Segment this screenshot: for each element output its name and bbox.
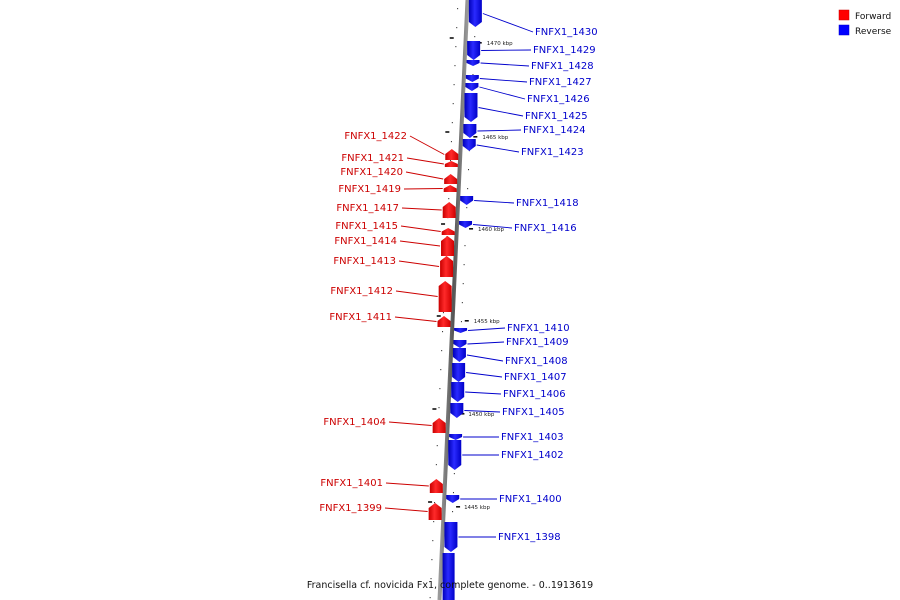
gene-label[interactable]: FNFX1_1413 <box>333 256 396 267</box>
gene-fnfx1-1429[interactable] <box>467 41 481 60</box>
kbp-ticks: 1470 kbp 1465 kbp 1460 kbp 1455 kbp 1450 kbp… <box>428 37 513 511</box>
gene-fnfx1-1420[interactable] <box>444 174 458 184</box>
legend-reverse-label: Reverse <box>855 27 892 37</box>
gene-fnfx1-1418[interactable] <box>460 196 474 205</box>
gene-features <box>428 0 482 600</box>
gene-fnfx1-1406[interactable] <box>451 382 465 402</box>
genome-axis <box>437 0 470 600</box>
legend-forward-label: Forward <box>855 12 891 22</box>
legend-forward-swatch <box>838 9 850 21</box>
gene-label[interactable]: FNFX1_1402 <box>501 450 564 461</box>
gene-label[interactable]: FNFX1_1429 <box>533 45 596 56</box>
gene-fnfx1-1425[interactable] <box>464 93 478 122</box>
gene-fnfx1-1413[interactable] <box>440 256 454 277</box>
major-tick-left <box>428 501 433 503</box>
major-tick-left <box>436 315 441 317</box>
major-tick-left <box>449 37 454 39</box>
gene-fnfx1-1409[interactable] <box>453 340 467 348</box>
legend-reverse-swatch <box>838 24 850 36</box>
major-tick-left <box>445 131 450 133</box>
gene-label[interactable]: FNFX1_1398 <box>498 532 561 543</box>
gene-fnfx1-1426[interactable] <box>465 83 479 91</box>
gene-label[interactable]: FNFX1_1428 <box>531 61 594 72</box>
gene-label[interactable]: FNFX1_1408 <box>505 356 568 367</box>
major-tick-right <box>460 413 465 415</box>
tick-label: 1460 kbp <box>478 227 504 233</box>
gene-label[interactable]: FNFX1_1399 <box>319 503 382 514</box>
gene-label[interactable]: FNFX1_1400 <box>499 494 562 505</box>
gene-fnfx1-1400[interactable] <box>446 495 460 503</box>
genome-caption: Francisella cf. novicida Fx1, complete g… <box>307 580 593 591</box>
gene-fnfx1-1411[interactable] <box>437 316 451 327</box>
gene-label[interactable]: FNFX1_1415 <box>335 221 398 232</box>
gene-fnfx1-1416[interactable] <box>459 221 473 228</box>
gene-label[interactable]: FNFX1_1412 <box>330 286 393 297</box>
gene-fnfx1-1421[interactable] <box>444 161 458 167</box>
gene-fnfx1-1403[interactable] <box>449 434 463 440</box>
gene-fnfx1-1423[interactable] <box>462 139 476 151</box>
gene-label[interactable]: FNFX1_1422 <box>344 131 407 142</box>
gene-label[interactable]: FNFX1_1423 <box>521 147 584 158</box>
tick-label: 1455 kbp <box>474 319 500 325</box>
gene-label[interactable]: FNFX1_1414 <box>334 236 397 247</box>
gene-label[interactable]: FNFX1_1401 <box>320 478 383 489</box>
major-tick-left <box>441 223 446 225</box>
gene-label[interactable]: FNFX1_1425 <box>525 111 588 122</box>
gene-fnfx1-1427[interactable] <box>465 75 479 82</box>
gene-label[interactable]: FNFX1_1411 <box>329 312 392 323</box>
legend: Forward Reverse <box>838 9 892 37</box>
gene-label[interactable]: FNFX1_1416 <box>514 223 577 234</box>
gene-label[interactable]: FNFX1_1419 <box>338 184 401 195</box>
major-tick-right <box>473 136 478 138</box>
tick-label: 1445 kbp <box>464 505 490 511</box>
gene-label[interactable]: FNFX1_1417 <box>336 203 399 214</box>
tick-label: 1470 kbp <box>487 41 513 47</box>
gene-fnfx1-1430[interactable] <box>468 0 482 27</box>
gene-fnfx1-1414[interactable] <box>441 236 455 256</box>
gene-fnfx1-1428[interactable] <box>466 60 480 66</box>
gene-label[interactable]: FNFX1_1421 <box>341 153 404 164</box>
gene-label[interactable]: FNFX1_1410 <box>507 323 570 334</box>
gene-label[interactable]: FNFX1_1426 <box>527 94 590 105</box>
major-tick-right <box>464 320 469 322</box>
gene-fnfx1-1399[interactable] <box>428 503 442 520</box>
gene-label[interactable]: FNFX1_1406 <box>503 389 566 400</box>
gene-label[interactable]: FNFX1_1405 <box>502 407 565 418</box>
gene-label[interactable]: FNFX1_1430 <box>535 27 598 38</box>
label-leader-lines <box>384 13 534 538</box>
gene-fnfx1-1417[interactable] <box>442 202 456 218</box>
tick-label: 1450 kbp <box>468 412 494 418</box>
gene-label[interactable]: FNFX1_1403 <box>501 432 564 443</box>
major-tick-left <box>432 408 437 410</box>
gene-fnfx1-1424[interactable] <box>463 124 477 138</box>
gene-label[interactable]: FNFX1_1418 <box>516 198 579 209</box>
gene-label[interactable]: FNFX1_1409 <box>506 337 569 348</box>
gene-fnfx1-1415[interactable] <box>441 228 455 235</box>
major-tick-right <box>469 228 474 230</box>
gene-fnfx1-1419[interactable] <box>443 185 457 192</box>
gene-fnfx1-1412[interactable] <box>438 281 452 312</box>
gene-fnfx1-1404[interactable] <box>432 418 446 433</box>
gene-fnfx1-1398[interactable] <box>444 522 458 552</box>
gene-fnfx1-1402[interactable] <box>448 440 462 470</box>
tick-label: 1465 kbp <box>482 135 508 141</box>
gene-fnfx1-1408[interactable] <box>452 348 466 362</box>
gene-fnfx1-1422[interactable] <box>445 149 459 160</box>
gene-fnfx1-1401[interactable] <box>429 479 443 493</box>
gene-label[interactable]: FNFX1_1427 <box>529 77 592 88</box>
major-tick-right <box>456 506 461 508</box>
gene-label[interactable]: FNFX1_1420 <box>340 167 403 178</box>
gene-fnfx1-1407[interactable] <box>452 363 466 382</box>
gene-label[interactable]: FNFX1_1404 <box>323 417 386 428</box>
gene-fnfx1-1410[interactable] <box>454 328 468 333</box>
gene-labels: FNFX1_1430 FNFX1_1429 FNFX1_1428 FNFX1_1427… <box>319 27 597 543</box>
gene-fnfx1-1405[interactable] <box>450 403 464 418</box>
gene-label[interactable]: FNFX1_1407 <box>504 372 567 383</box>
gene-label[interactable]: FNFX1_1424 <box>523 125 586 136</box>
